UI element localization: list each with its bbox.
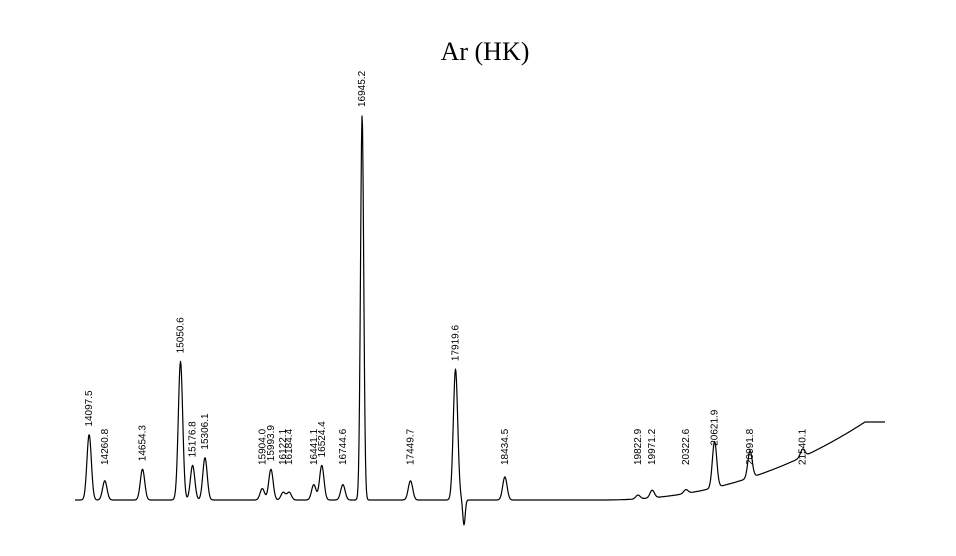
peak-label: 15306.1 [200, 413, 211, 450]
peak-label: 16122.1 [278, 428, 289, 465]
peak-label: 17919.6 [451, 325, 462, 362]
peak-label: 19822.9 [633, 428, 644, 465]
peak-label: 16441.1 [309, 428, 320, 465]
peak-label: 16744.6 [338, 428, 349, 465]
peak-label: 17449.7 [406, 428, 417, 465]
peak-label: 15993.9 [266, 425, 277, 462]
peak-label: 15904.0 [257, 428, 268, 465]
peak-label: 20322.6 [681, 428, 692, 465]
chart-title: Ar (HK) [441, 37, 530, 66]
peak-label: 14260.8 [100, 428, 111, 465]
peak-label: 20621.9 [710, 409, 721, 446]
peak-label: 21540.1 [798, 428, 809, 465]
peak-label: 16524.4 [317, 421, 328, 458]
peak-label: 14097.5 [84, 390, 95, 427]
peak-label: 19971.2 [647, 428, 658, 465]
peak-label: 18434.5 [500, 428, 511, 465]
peak-label: 20991.8 [745, 428, 756, 465]
peak-label: 15050.6 [176, 317, 187, 354]
peak-label: 14654.3 [138, 425, 149, 462]
peak-label: 15176.8 [188, 421, 199, 458]
peak-label: 16184.4 [284, 428, 295, 465]
spectrum-trace [74, 115, 886, 526]
peak-labels: 14097.5 14260.8 14654.3 15050.6 15176.8 15306… [84, 70, 809, 465]
peak-label: 16945.2 [357, 70, 368, 107]
